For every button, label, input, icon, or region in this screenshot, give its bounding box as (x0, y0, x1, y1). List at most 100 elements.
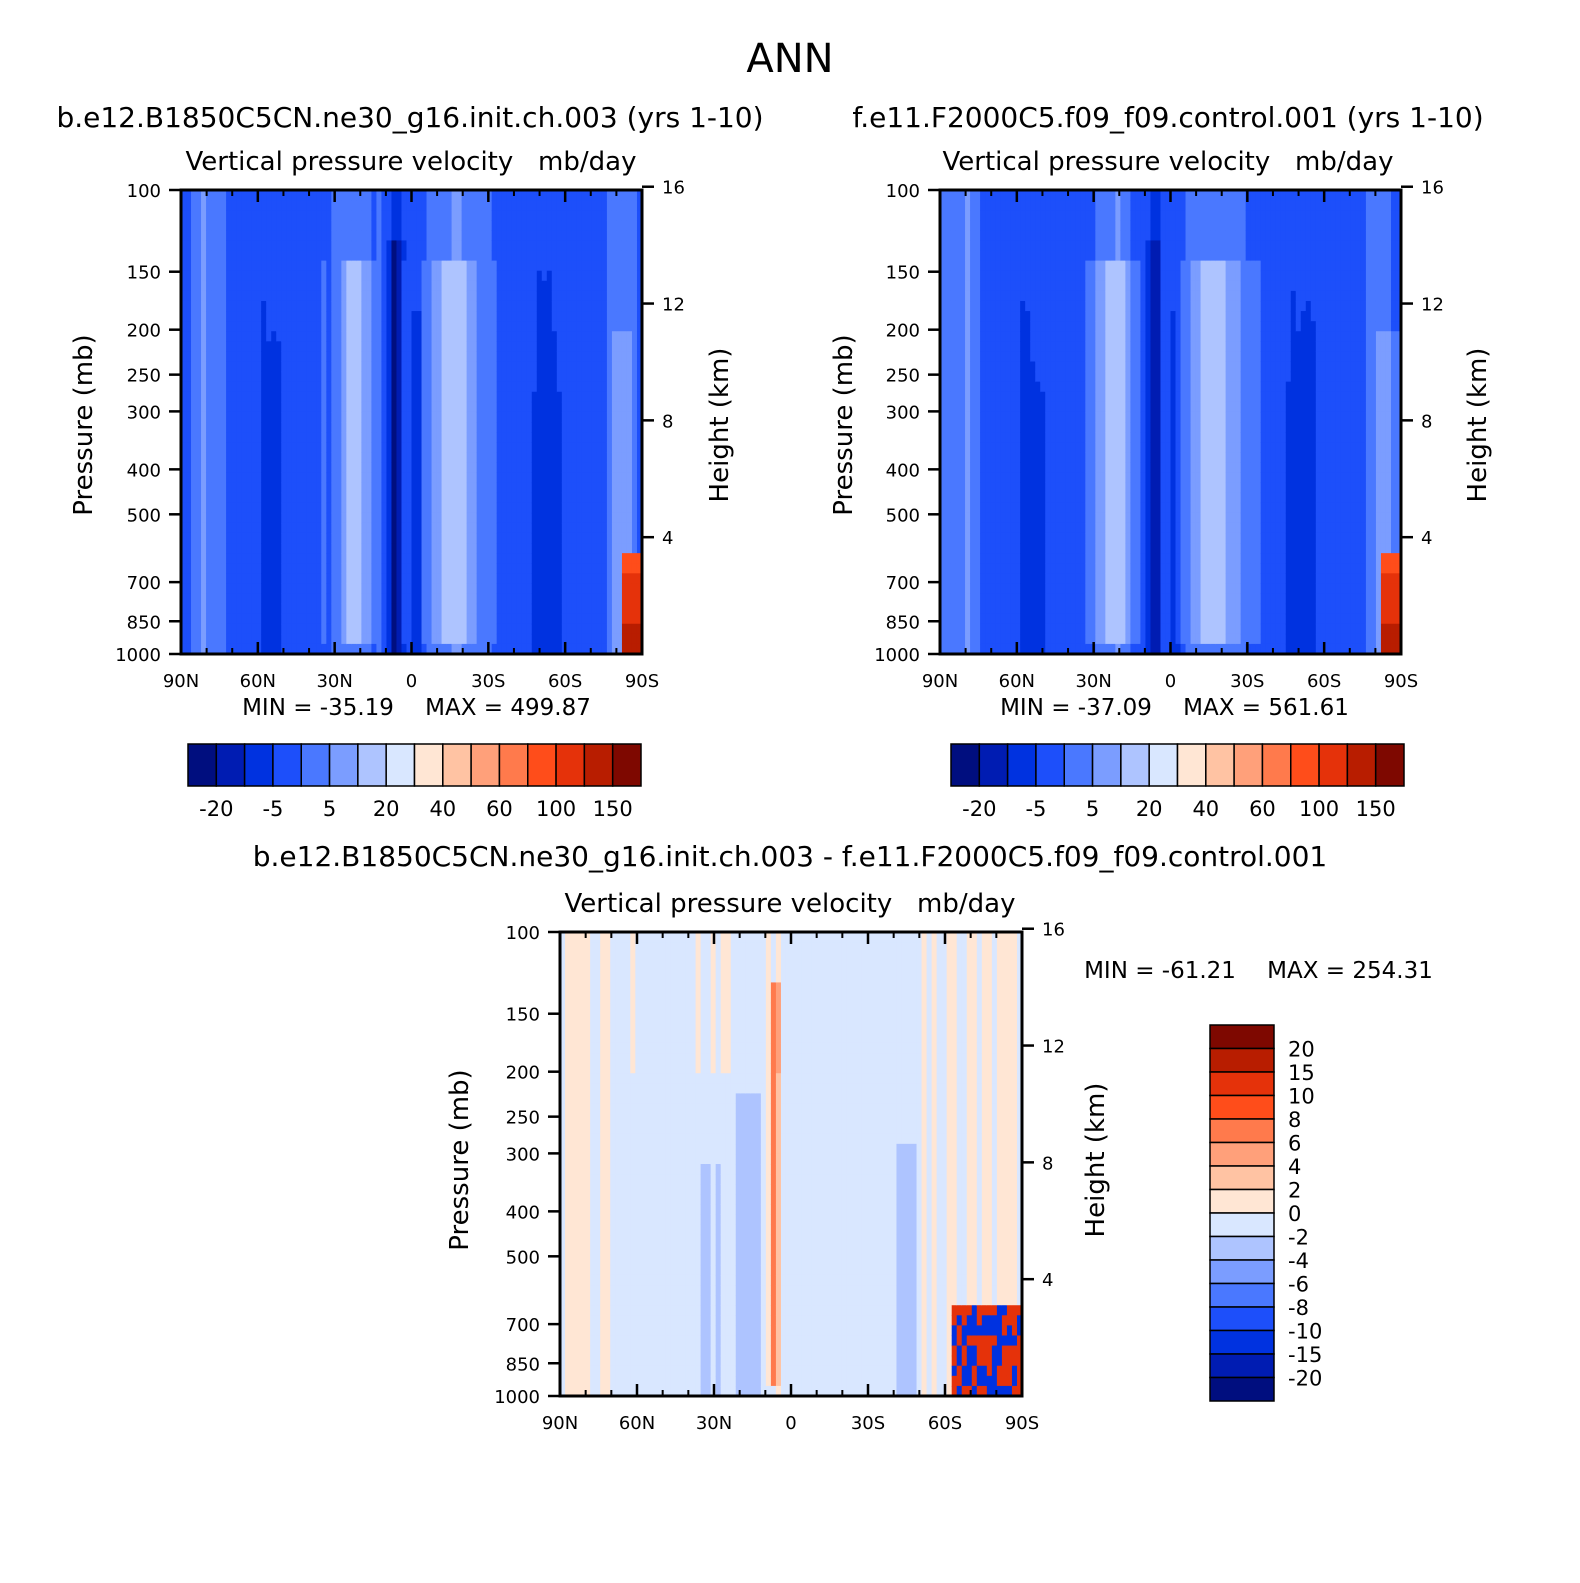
panel-1-cell (636, 210, 643, 221)
panel-1-cell (356, 220, 362, 231)
panel-1-cell (221, 492, 227, 504)
panel-1-cell (371, 482, 378, 494)
panel-1-cell (396, 593, 403, 605)
panel-1-cell (486, 603, 493, 615)
panel-1-cell (556, 422, 563, 433)
panel-1-cell (496, 240, 503, 252)
panel-2-cell (985, 371, 991, 383)
panel-1-cell (576, 442, 583, 453)
panel-1-cell (241, 482, 247, 494)
panel-1-cell (271, 543, 277, 554)
panel-1-cell (316, 532, 322, 544)
panel-1-cell (241, 613, 247, 625)
panel-1-cell (571, 240, 578, 252)
panel-1-cell (486, 573, 493, 584)
panel-1-cell (466, 633, 473, 645)
panel-2-cell (940, 250, 946, 262)
panel-1-cell (286, 371, 292, 383)
panel-1-cell (296, 321, 302, 332)
panel-1-cell (626, 502, 633, 514)
panel-1-cell (256, 422, 262, 433)
panel-1-cell (296, 411, 302, 423)
panel-1-cell (421, 321, 428, 332)
panel-1-cell (421, 492, 428, 504)
panel-1-cell (376, 351, 383, 363)
panel-1-cell (181, 502, 187, 514)
panel-2-cell (1005, 452, 1011, 463)
panel-1-cell (551, 391, 558, 403)
panel-1-cell (516, 643, 523, 655)
panel-1-cell (501, 553, 508, 564)
panel-1-cell (466, 482, 473, 494)
panel-2-cell (985, 270, 991, 282)
panel-1-cell (416, 482, 423, 494)
panel-2-cell (995, 351, 1001, 363)
panel-1-cell (206, 603, 212, 615)
panel-1-cell (431, 311, 438, 322)
panel-1-cell (401, 230, 408, 242)
panel-1-cell (461, 371, 468, 383)
panel-1-cell (296, 522, 302, 534)
panel-2-cell (1000, 543, 1006, 554)
panel-1-cell (481, 573, 488, 584)
panel-1-cell (331, 361, 337, 373)
panel-1-cell (286, 290, 292, 302)
panel-2-cell (960, 351, 966, 363)
panel-1-cell (191, 432, 197, 443)
panel-1-cell (471, 210, 478, 221)
panel-1-cell (326, 623, 332, 635)
panel-1-cell (201, 311, 207, 322)
panel-1-cell (566, 371, 573, 383)
panel-1-cell (586, 573, 593, 584)
panel-1-cell (586, 583, 593, 595)
panel-2-cell (1005, 321, 1011, 332)
panel-2-cell (995, 210, 1001, 221)
panel-1-cell (631, 371, 638, 383)
panel-1-cell (571, 210, 578, 221)
panel-1-cell (196, 240, 202, 252)
panel-1-cell (261, 411, 267, 423)
panel-2-cell (970, 411, 976, 423)
panel-2-cell (960, 583, 966, 595)
panel-1-cell (351, 331, 357, 342)
panel-1-cell (491, 190, 498, 201)
panel-2-cell (950, 411, 956, 423)
panel-1-cell (461, 492, 468, 504)
panel-2-cell (945, 381, 951, 393)
panel-1-cell (626, 381, 633, 393)
panel-1-cell (536, 371, 543, 383)
panel-2-cell (955, 371, 961, 383)
panel-1-cell (486, 613, 493, 625)
panel-1-cell (301, 532, 307, 544)
panel-2-cell (940, 422, 946, 433)
panel-1-cell (456, 553, 463, 564)
panel-1-cell (626, 532, 633, 544)
panel-1-cell (516, 583, 523, 595)
panel-1-cell (506, 371, 513, 383)
panel-1-cell (276, 240, 282, 252)
panel-1-cell (296, 492, 302, 504)
panel-1-cell (431, 210, 438, 221)
panel-1-cell (341, 401, 347, 413)
panel-2-cell (960, 391, 966, 403)
panel-1-cell (346, 452, 352, 463)
panel-1-cell (536, 472, 543, 484)
panel-1-cell (456, 411, 463, 423)
panel-1-cell (381, 341, 388, 352)
panel-1-cell (286, 492, 292, 504)
panel-2-cell (985, 482, 991, 494)
panel-1-cell (516, 442, 523, 453)
panel-2-cell (980, 442, 986, 453)
panel-1-cell (631, 351, 638, 363)
panel-1-cell (446, 643, 453, 655)
panel-1-cell (386, 371, 393, 383)
panel-1-cell (391, 643, 398, 655)
panel-2-cell (940, 411, 946, 423)
panel-1-cell (301, 260, 307, 272)
panel-2-cell (990, 391, 996, 403)
panel-1-cell (216, 331, 222, 342)
panel-1-cell (631, 230, 638, 242)
panel-2-cell (980, 240, 986, 252)
panel-1-cell (556, 230, 563, 242)
panel-1-cell (381, 371, 388, 383)
